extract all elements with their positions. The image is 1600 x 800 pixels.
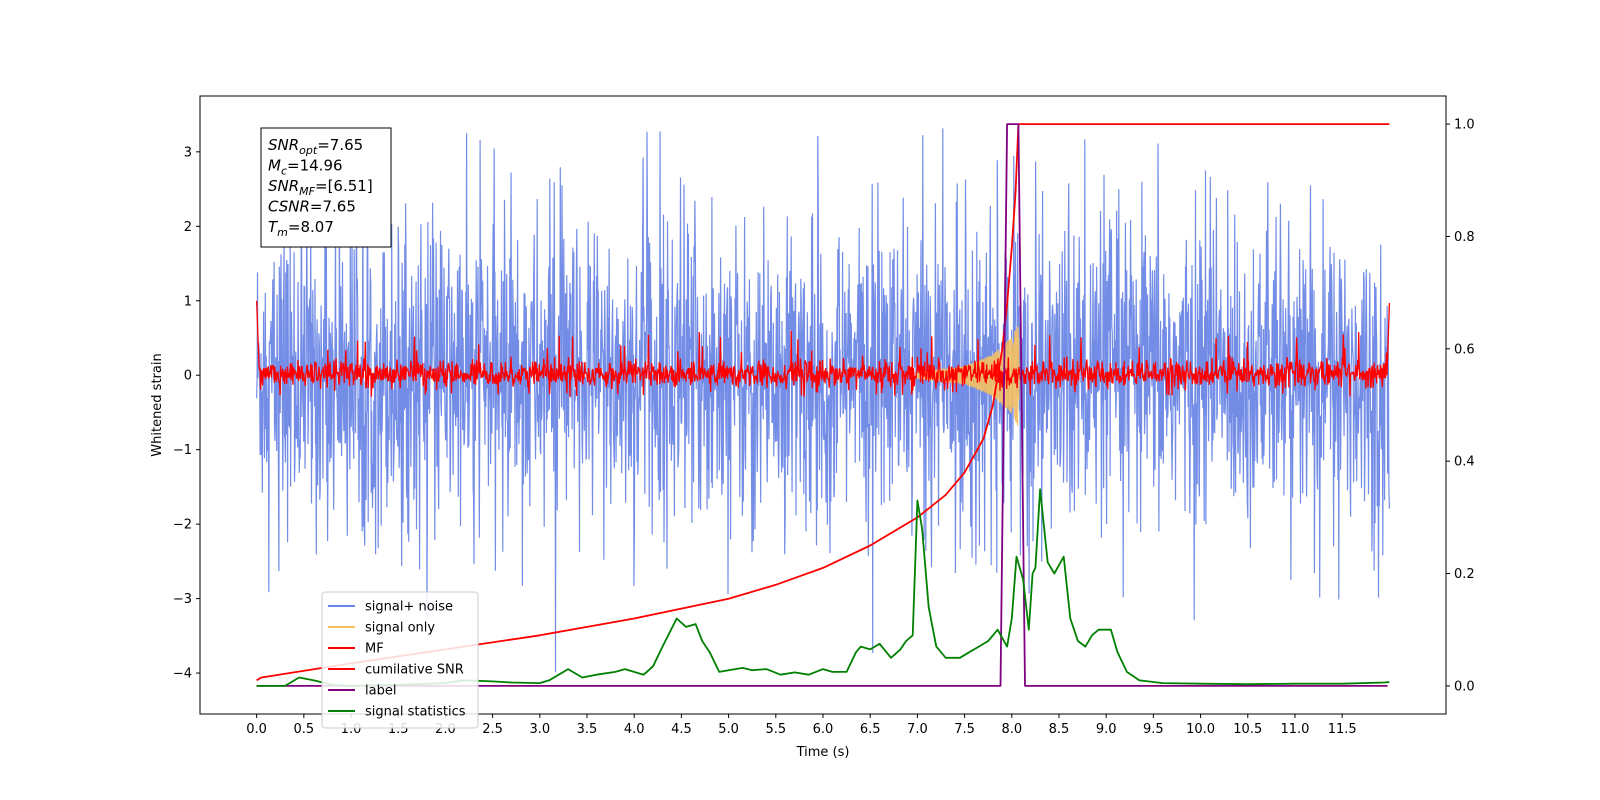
series-label (256, 123, 1388, 687)
x-tick-label: 4.5 (671, 722, 692, 737)
x-tick-label: 4.0 (624, 722, 645, 737)
legend-label: MF (365, 642, 384, 657)
x-tick-label: 3.0 (529, 722, 550, 737)
x-tick-label: 11.5 (1328, 722, 1357, 737)
legend-label: signal+ noise (365, 600, 453, 615)
x-tick-label: 10.0 (1186, 722, 1215, 737)
legend-label: label (365, 684, 396, 699)
y2-tick-label: 1.0 (1454, 118, 1475, 133)
series-signal-noise (256, 128, 1390, 673)
annotation-line: CSNR=7.65 (268, 198, 356, 216)
x-tick-label: 5.5 (765, 722, 786, 737)
x-tick-label: 8.5 (1049, 722, 1070, 737)
series-signal-statistics (256, 488, 1390, 687)
legend-frame (321, 591, 479, 729)
x-tick-label: 9.0 (1096, 722, 1117, 737)
legend-label: signal only (365, 621, 435, 636)
annotation-line: Tm=8.07 (268, 218, 334, 239)
y2-tick-label: 0.0 (1454, 679, 1475, 694)
y2-tick-label: 0.6 (1454, 342, 1475, 357)
x-tick-label: 7.0 (907, 722, 928, 737)
y-tick-label: −1 (173, 443, 192, 458)
y-tick-label: 3 (184, 145, 192, 160)
y-tick-label: 0 (184, 369, 192, 384)
x-axis-label: Time (s) (796, 745, 850, 760)
y-tick-label: 2 (184, 220, 192, 235)
annotation-line: SNRMF=[6.51] (268, 177, 373, 198)
y-tick-label: −3 (173, 592, 192, 607)
x-tick-label: 3.5 (577, 722, 598, 737)
x-tick-label: 10.5 (1233, 722, 1262, 737)
y-tick-label: −2 (173, 518, 192, 533)
y-tick-label: −4 (173, 667, 192, 682)
x-tick-label: 9.5 (1143, 722, 1164, 737)
annotation-line: SNRopt=7.65 (268, 136, 363, 157)
x-tick-label: 0.0 (246, 722, 267, 737)
x-tick-label: 8.0 (1001, 722, 1022, 737)
y-axis-label: Whitened strain (150, 353, 165, 456)
x-tick-label: 0.5 (293, 722, 314, 737)
legend: signal+ noise signal only MF cumilative SNR… (321, 591, 479, 729)
series-mf (255, 300, 1391, 397)
y2-tick-label: 0.2 (1454, 567, 1475, 582)
annotation-line: Mc=14.96 (268, 157, 343, 178)
x-tick-label: 6.5 (860, 722, 881, 737)
annotation-frame (260, 127, 392, 248)
x-tick-label: 2.5 (482, 722, 503, 737)
y2-tick-label: 0.4 (1454, 455, 1475, 470)
x-tick-label: 5.0 (718, 722, 739, 737)
legend-label: cumilative SNR (365, 663, 464, 678)
x-tick-label: 11.0 (1280, 722, 1309, 737)
y-tick-label: 1 (184, 294, 192, 309)
y2-tick-label: 0.8 (1454, 230, 1475, 245)
x-tick-label: 7.5 (954, 722, 975, 737)
legend-label: signal statistics (365, 705, 466, 720)
x-tick-label: 6.0 (813, 722, 834, 737)
annotation-box: SNRopt=7.65Mc=14.96SNRMF=[6.51]CSNR=7.65… (260, 127, 392, 248)
